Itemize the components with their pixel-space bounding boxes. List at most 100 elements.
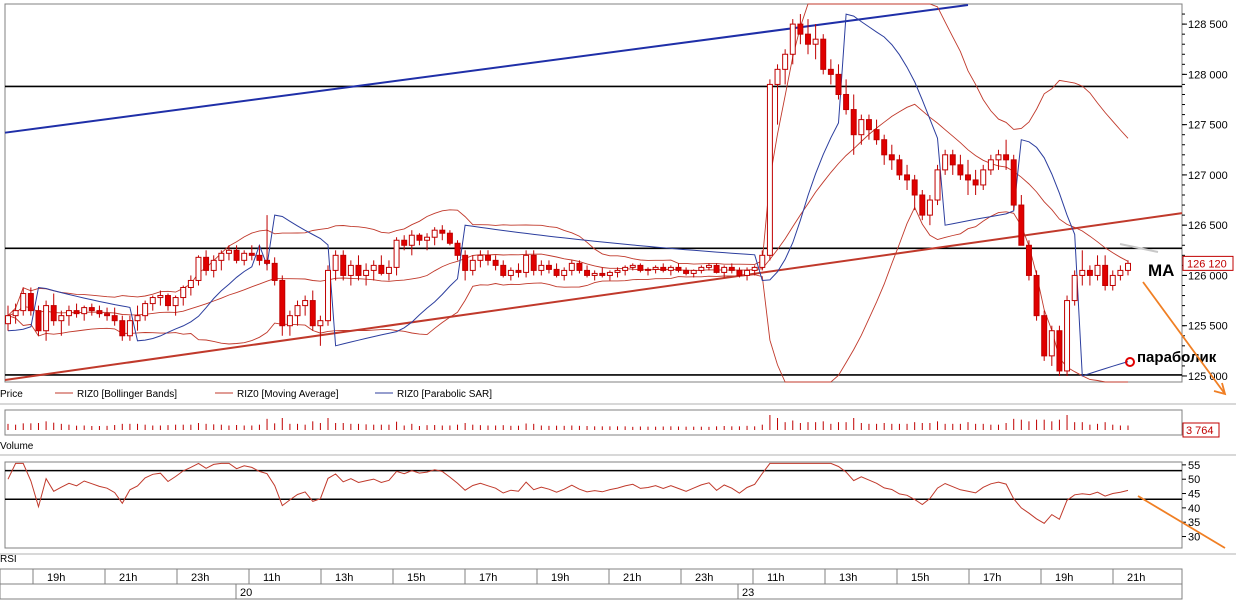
candle-bullish xyxy=(591,272,598,276)
legend-entry: Price xyxy=(0,389,23,400)
candle-bullish xyxy=(1109,274,1116,286)
candle-bullish xyxy=(65,310,72,317)
candle-bullish xyxy=(614,269,621,273)
candle-bullish xyxy=(393,239,400,268)
candle-bearish xyxy=(957,164,964,176)
candle-bullish xyxy=(332,254,339,271)
candle-bullish xyxy=(934,169,941,201)
candle-bullish xyxy=(1094,264,1101,276)
candle-bullish xyxy=(149,297,156,305)
price-tick-label: 128 000 xyxy=(1188,69,1228,81)
candle-bullish xyxy=(1079,269,1086,276)
last-price-label: 126 120 xyxy=(1187,258,1227,270)
candle-bearish xyxy=(965,174,971,181)
candle-bullish xyxy=(431,229,438,238)
time-label: 15h xyxy=(407,572,425,584)
time-label: 13h xyxy=(335,572,353,584)
candle-bullish xyxy=(58,315,65,322)
candle-bearish xyxy=(850,109,857,136)
time-label: 21h xyxy=(623,572,641,584)
candle-bearish xyxy=(584,269,591,276)
ma-pointer xyxy=(1119,243,1159,253)
candle-bullish xyxy=(325,269,331,322)
candle-bearish xyxy=(203,256,210,271)
candle-bullish xyxy=(172,297,179,307)
candle-bearish xyxy=(119,320,126,337)
last-price-box xyxy=(1182,255,1234,271)
candle-bearish xyxy=(972,179,979,186)
candle-bearish xyxy=(1010,159,1017,206)
rsi-tick-label: 50 xyxy=(1188,474,1200,486)
price-layer xyxy=(4,3,1183,383)
candle-bullish xyxy=(157,295,164,299)
candle-bearish xyxy=(1102,264,1109,286)
candle-bearish xyxy=(1041,315,1048,357)
candle-bullish xyxy=(1048,330,1055,357)
candle-bearish xyxy=(165,295,171,307)
candle-bearish xyxy=(500,264,507,276)
time-label: 17h xyxy=(983,572,1001,584)
rsi-tick-label: 40 xyxy=(1188,503,1200,515)
candle-bearish xyxy=(462,254,469,271)
price-tick-label: 126 500 xyxy=(1188,220,1228,232)
candle-bullish xyxy=(629,264,636,268)
candle-bearish xyxy=(599,272,606,276)
candle-bullish xyxy=(20,293,27,312)
price-tick-label: 125 500 xyxy=(1188,321,1228,333)
candle-bearish xyxy=(515,269,522,273)
candle-bearish xyxy=(919,194,926,216)
candle-bearish xyxy=(485,254,491,261)
candle-bullish xyxy=(43,305,50,332)
legend-entry: RIZ0 [Moving Average] xyxy=(237,389,339,400)
candle-bullish xyxy=(1117,269,1124,276)
candle-bullish xyxy=(812,38,819,45)
candle-bearish xyxy=(896,159,903,176)
candle-bearish xyxy=(545,264,552,270)
candle-bullish xyxy=(622,266,629,271)
candle-bullish xyxy=(424,236,431,241)
candle-bullish xyxy=(477,254,484,261)
price-panel-frame xyxy=(4,3,1183,383)
volume-last-label: 3 764 xyxy=(1186,425,1214,437)
candle-bullish xyxy=(385,266,392,274)
parabolic-sar xyxy=(7,13,1129,377)
sar-annotation: параболик xyxy=(1137,349,1217,366)
candle-bullish xyxy=(347,264,354,276)
candle-bearish xyxy=(797,23,804,35)
candle-bullish xyxy=(568,262,575,271)
candle-bullish xyxy=(81,307,88,315)
price-tick-label: 127 500 xyxy=(1188,120,1228,132)
price-tick-label: 126 000 xyxy=(1188,270,1228,282)
candle-bearish xyxy=(439,229,446,234)
candle-bearish xyxy=(1033,274,1040,317)
candle-bearish xyxy=(1056,330,1063,372)
time-label: 23h xyxy=(695,572,713,584)
rsi-tick-label: 30 xyxy=(1188,532,1200,544)
candle-bullish xyxy=(302,300,309,307)
candle-bullish xyxy=(782,53,789,70)
candle-bullish xyxy=(370,264,377,271)
candle-bearish xyxy=(279,279,286,327)
candle-bullish xyxy=(774,68,781,85)
candle-bearish xyxy=(1003,154,1010,161)
time-label: 17h xyxy=(479,572,497,584)
candle-bullish xyxy=(858,119,865,136)
rsi-panel-frame xyxy=(4,461,1183,549)
rsi-tick-label: 35 xyxy=(1188,517,1200,529)
candle-bullish xyxy=(721,266,728,273)
legend-entry: RIZ0 [Parabolic SAR] xyxy=(397,389,492,400)
date-label: 20 xyxy=(240,587,252,599)
candle-bullish xyxy=(523,254,530,273)
time-label: 19h xyxy=(47,572,65,584)
price-tick-label: 125 000 xyxy=(1188,371,1228,383)
candle-bullish xyxy=(507,269,514,276)
rsi-tick-label: 45 xyxy=(1188,489,1200,501)
candle-bearish xyxy=(713,264,720,273)
candle-bullish xyxy=(652,266,659,270)
candle-bearish xyxy=(1018,204,1025,246)
candle-bullish xyxy=(987,159,994,171)
time-label: 15h xyxy=(911,572,929,584)
candle-bullish xyxy=(789,23,796,55)
candle-bullish xyxy=(469,259,476,271)
